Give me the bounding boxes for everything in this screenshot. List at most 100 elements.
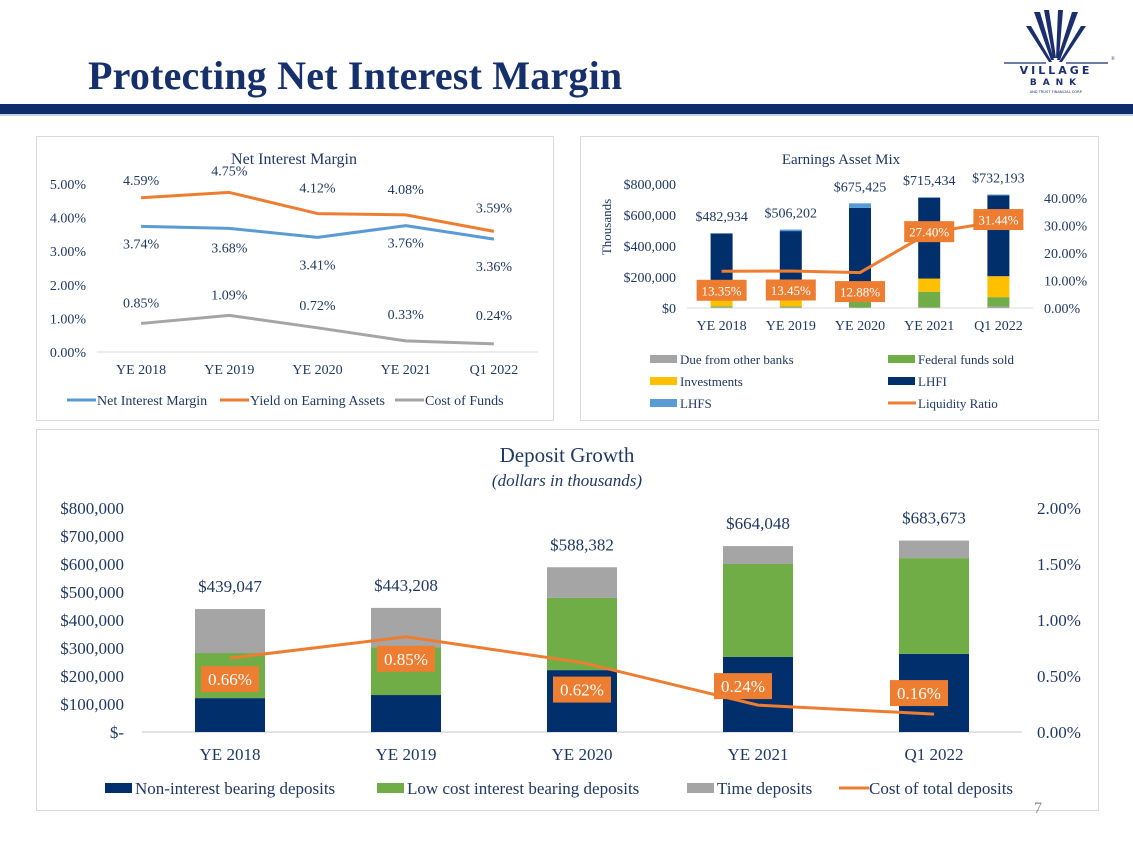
eam-chart-title: Earnings Asset Mix [782,152,901,168]
deposit-data-label-box [377,645,435,672]
deposit-x-tick-label: Q1 2022 [904,745,963,764]
deposit-y-tick-label: $500,000 [60,583,124,602]
deposit-y2-tick-label: 0.50% [1037,667,1081,686]
eam-y-tick-label: $400,000 [624,240,677,255]
nim-legend-label: Net Interest Margin [97,394,207,409]
nim-data-label: 3.59% [476,201,513,216]
eam-legend-swatch [650,377,677,385]
nim-data-label: 0.33% [388,308,425,323]
nim-x-tick-label: YE 2021 [381,363,431,378]
eam-bar-segment [987,194,1010,196]
deposit-y-tick-label: $300,000 [60,639,124,658]
eam-bar-segment [987,276,1010,298]
deposit-y-tick-label: $700,000 [60,527,124,546]
eam-chart-panel: Earnings Asset Mix Thousands $0 $200,000 $… [580,136,1099,421]
nim-series-line [141,190,495,233]
deposit-data-label: 0.62% [560,681,604,700]
deposit-bar-segment [723,564,793,657]
logo-name: VILLAGE [1020,64,1093,77]
deposit-bar-segment [547,567,617,598]
eam-data-label-box [765,279,816,301]
deposit-legend-swatch [377,783,404,793]
nim-data-label: 4.59% [123,174,160,189]
eam-bar-segment [849,301,871,308]
logo-sub: BANK [1030,78,1082,88]
eam-x-tick-label: YE 2020 [835,319,885,334]
nim-x-tick-label: YE 2018 [116,363,166,378]
deposit-y2-tick-label: 1.00% [1037,611,1081,630]
deposit-y-tick-label: $100,000 [60,695,124,714]
deposit-x-tick-label: YE 2018 [200,745,261,764]
eam-bar-segment [987,297,1010,307]
deposit-chart-panel: Deposit Growth (dollars in thousands) $-… [36,429,1099,811]
deposit-legend-swatch [105,783,132,793]
deposit-data-label-box [890,680,948,707]
nim-chart-panel: Net Interest Margin 0.00% 1.00% 2.00% 3.00%… [36,136,554,421]
eam-total-label: $506,202 [765,207,818,222]
deposit-legend-label: Non-interest bearing deposits [135,779,335,798]
eam-bar-segment [918,278,941,292]
nim-series-line [140,313,494,346]
deposit-bar-segment [899,558,969,654]
deposit-bar-segment [899,540,969,559]
nim-data-label: 3.74% [123,237,160,252]
deposit-cost-line [229,635,935,716]
eam-x-tick-label: YE 2021 [904,319,954,334]
eam-y2-tick-label: 30.00% [1044,220,1088,235]
page-number: 7 [1034,800,1042,817]
eam-y2-tick-label: 20.00% [1044,247,1088,262]
deposit-data-label: 0.85% [384,650,428,669]
eam-data-label-box [696,279,747,301]
eam-legend-label: Federal funds sold [918,352,1015,367]
nim-legend-label: Cost of Funds [425,394,504,409]
page-title: Protecting Net Interest Margin [88,53,623,98]
eam-y-tick-label: $0 [662,302,676,317]
eam-data-label: 13.35% [702,283,742,298]
deposit-bar-segment [723,546,793,564]
eam-data-label: 13.45% [771,283,811,298]
nim-series-line [141,224,495,241]
eam-data-label: 12.88% [840,285,880,300]
eam-legend-swatch [888,377,915,385]
eam-y-tick-label: $800,000 [624,178,677,193]
eam-total-label: $675,425 [834,180,887,195]
eam-legend-swatch [650,355,677,363]
eam-bar-segment [987,306,1010,308]
nim-data-label: 3.41% [299,258,336,273]
deposit-legend-label: Time deposits [717,779,812,798]
nim-chart: Net Interest Margin 0.00% 1.00% 2.00% 3.00%… [50,151,538,409]
deposit-y-tick-label: $800,000 [60,499,124,518]
eam-data-label-box [904,221,955,243]
deposit-legend-label: Cost of total deposits [869,779,1013,798]
nim-y-tick-label: 0.00% [50,346,87,361]
nim-y-tick-label: 4.00% [50,212,87,227]
eam-y2-tick-label: 10.00% [1044,275,1088,290]
eam-y-tick-label: $200,000 [624,271,677,286]
deposit-y-tick-label: $400,000 [60,611,124,630]
deposit-bar-segment [371,695,441,732]
deposit-y2-tick-label: 2.00% [1037,499,1081,518]
nim-data-label: 0.24% [476,309,513,324]
eam-total-label: $482,934 [695,210,748,225]
deposit-y-tick-label: $600,000 [60,555,124,574]
eam-data-label-box [973,209,1024,231]
deposit-y2-tick-label: 1.50% [1037,555,1081,574]
eam-legend-label: Investments [680,374,743,389]
deposit-y-tick-label: $200,000 [60,667,124,686]
deposit-total-label: $588,382 [550,535,614,554]
logo-v-icon [1026,10,1086,62]
deposit-x-tick-label: YE 2019 [376,745,437,764]
deposit-y-tick-label: $- [110,723,125,742]
nim-x-tick-label: YE 2019 [204,363,254,378]
header-divider [0,104,1133,114]
deposit-y2-tick-label: 0.00% [1037,723,1081,742]
eam-legend-label: Liquidity Ratio [918,396,998,411]
eam-bar-segment [918,307,941,308]
eam-y2-tick-label: 0.00% [1044,302,1081,317]
eam-legend-swatch [650,399,677,407]
eam-y2-tick-label: 40.00% [1044,192,1088,207]
eam-legend-label: Due from other banks [680,352,794,367]
nim-y-tick-label: 3.00% [50,245,87,260]
nim-data-label: 0.72% [299,299,336,314]
eam-bar-segment [918,197,941,198]
